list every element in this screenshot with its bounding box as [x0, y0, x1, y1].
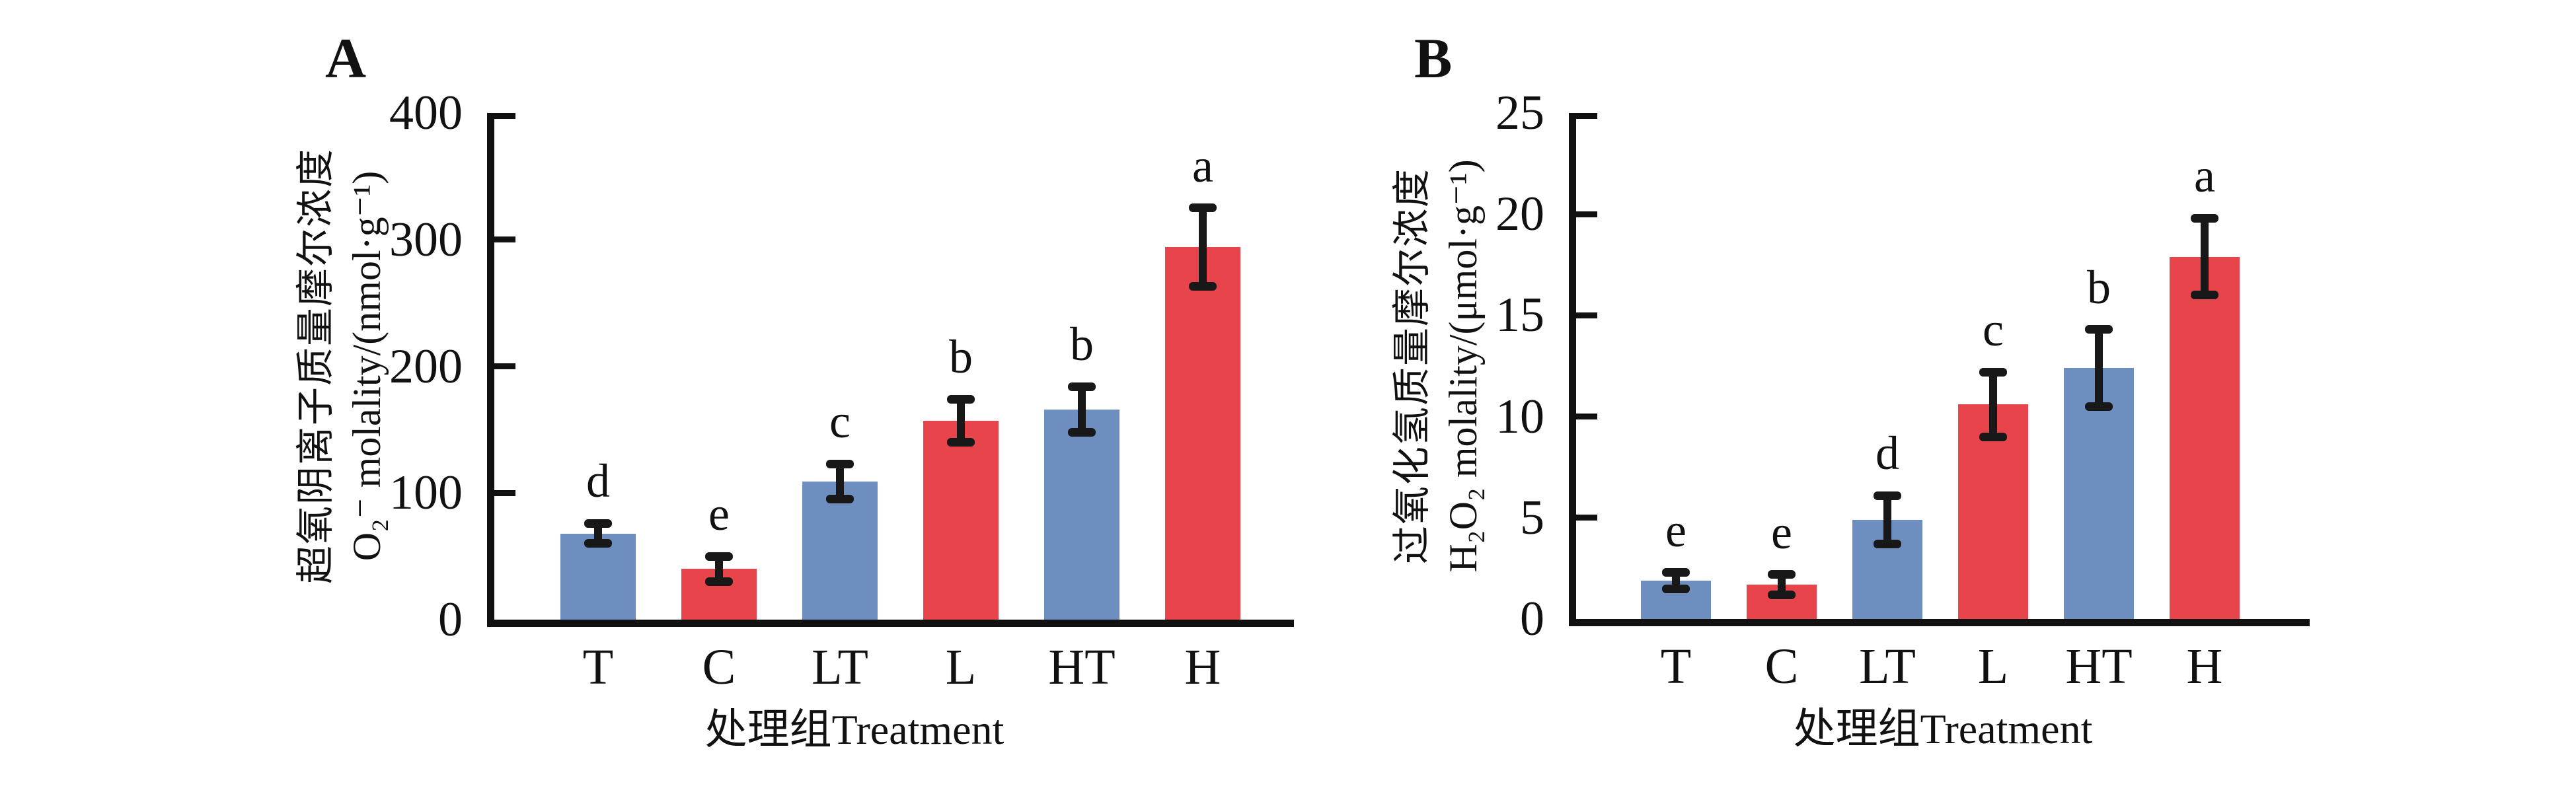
panel-b-x-axis-title: 处理组Treatment [1793, 706, 2093, 752]
category-label-T: T [1660, 639, 1692, 694]
bar-LT [802, 481, 878, 620]
y-tick-mark [494, 236, 515, 243]
error-bar-cap-top-LT [1874, 491, 1901, 500]
y-tick-mark [1576, 515, 1597, 521]
y-axis-line [487, 113, 494, 627]
bar-H [2170, 256, 2240, 619]
error-bar-cap-top-LT [826, 459, 854, 468]
error-bar-cap-bottom-T [1662, 584, 1690, 593]
significance-letter-LT: c [829, 395, 851, 449]
error-bar-line-HT [2095, 329, 2103, 407]
error-bar-line-T [594, 523, 602, 544]
significance-letter-T: e [1665, 503, 1686, 557]
significance-letter-C: e [1771, 505, 1792, 559]
bar-L [923, 420, 999, 620]
panel-b-letter: B [1414, 26, 1453, 90]
error-bar-cap-bottom-LT [826, 495, 854, 504]
error-bar-line-HT [1078, 386, 1086, 433]
error-bar-cap-bottom-L [947, 438, 975, 447]
error-bar-cap-bottom-H [1189, 282, 1217, 291]
panel-a-x-axis-title: 处理组Treatment [704, 706, 1004, 753]
category-label-T: T [582, 639, 614, 695]
significance-letter-H: a [2194, 149, 2215, 203]
y-tick-label: 10 [1496, 389, 1544, 444]
y-axis-line [1569, 113, 1576, 626]
y-tick-mark [494, 489, 515, 496]
y-tick-label: 0 [438, 593, 463, 647]
significance-letter-T: d [586, 454, 610, 508]
error-bar-cap-bottom-H [2191, 291, 2218, 300]
y-tick-label: 5 [1520, 490, 1544, 545]
category-label-C: C [702, 639, 736, 695]
error-bar-cap-top-HT [2085, 325, 2113, 334]
error-bar-cap-bottom-LT [1874, 540, 1901, 549]
error-bar-line-L [1989, 372, 1997, 437]
error-bar-line-C [1778, 574, 1786, 595]
panel-a-letter: A [325, 26, 367, 90]
error-bar-line-LT [1883, 495, 1891, 544]
significance-letter-HT: b [2087, 260, 2111, 314]
error-bar-line-C [715, 556, 723, 582]
error-bar-cap-top-C [1768, 570, 1796, 579]
y-tick-label: 200 [389, 339, 463, 394]
error-bar-cap-top-H [2191, 213, 2218, 223]
error-bar-cap-top-T [1662, 568, 1690, 577]
x-axis-line [487, 620, 1294, 627]
bar-T [560, 533, 636, 620]
significance-letter-L: b [949, 330, 973, 384]
error-bar-line-LT [836, 464, 844, 499]
y-tick-label: 20 [1496, 187, 1544, 242]
y-tick-mark [1576, 211, 1597, 217]
category-label-HT: HT [1048, 639, 1116, 695]
y-tick-label: 400 [389, 86, 463, 140]
y-tick-mark [494, 113, 515, 119]
bar-H [1165, 247, 1240, 620]
error-bar-cap-bottom-L [1979, 432, 2007, 441]
category-label-LT: LT [1859, 639, 1916, 694]
category-label-H: H [1184, 639, 1221, 695]
y-tick-label: 300 [389, 212, 463, 267]
error-bar-cap-bottom-C [705, 577, 733, 586]
error-bar-line-L [957, 399, 965, 443]
category-label-H: H [2186, 639, 2223, 694]
panel-b-plot: 过氧化氢质量摩尔浓度 H₂O₂ molality/(μmol·g⁻¹) 处理组T… [1390, 89, 2310, 750]
y-tick-label: 0 [1520, 592, 1544, 646]
error-bar-cap-top-C [705, 552, 733, 561]
error-bar-cap-top-T [584, 519, 612, 528]
error-bar-cap-top-H [1189, 203, 1217, 213]
error-bar-line-H [2201, 218, 2209, 295]
error-bar-cap-top-HT [1068, 382, 1096, 391]
y-tick-label: 100 [389, 466, 463, 521]
y-tick-label: 25 [1496, 86, 1544, 140]
error-bar-cap-bottom-HT [2085, 402, 2113, 411]
y-tick-mark [1576, 312, 1597, 318]
significance-letter-C: e [708, 488, 730, 541]
y-tick-mark [494, 363, 515, 369]
y-tick-mark [1576, 113, 1597, 119]
error-bar-cap-bottom-HT [1068, 427, 1096, 437]
y-tick-mark [1576, 414, 1597, 420]
panel-a-plot: 超氧阴离子质量摩尔浓度 O₂⁻ molality/(nmol·g⁻¹) 处理组T… [294, 89, 1294, 751]
significance-letter-L: c [1983, 303, 2004, 357]
significance-letter-HT: b [1070, 318, 1094, 371]
category-label-L: L [945, 639, 977, 695]
category-label-C: C [1764, 639, 1799, 694]
bar-HT [1044, 409, 1119, 620]
error-bar-line-H [1199, 207, 1207, 287]
y-tick-label: 15 [1496, 288, 1544, 343]
category-label-HT: HT [2065, 639, 2133, 694]
significance-letter-H: a [1192, 139, 1213, 192]
x-axis-line [1569, 619, 2310, 626]
error-bar-cap-bottom-T [584, 539, 612, 548]
error-bar-cap-top-L [1979, 367, 2007, 377]
error-bar-cap-top-L [947, 394, 975, 404]
significance-letter-LT: d [1875, 427, 1899, 480]
category-label-LT: LT [812, 639, 868, 695]
error-bar-cap-bottom-C [1768, 590, 1796, 599]
category-label-L: L [1977, 639, 2009, 694]
